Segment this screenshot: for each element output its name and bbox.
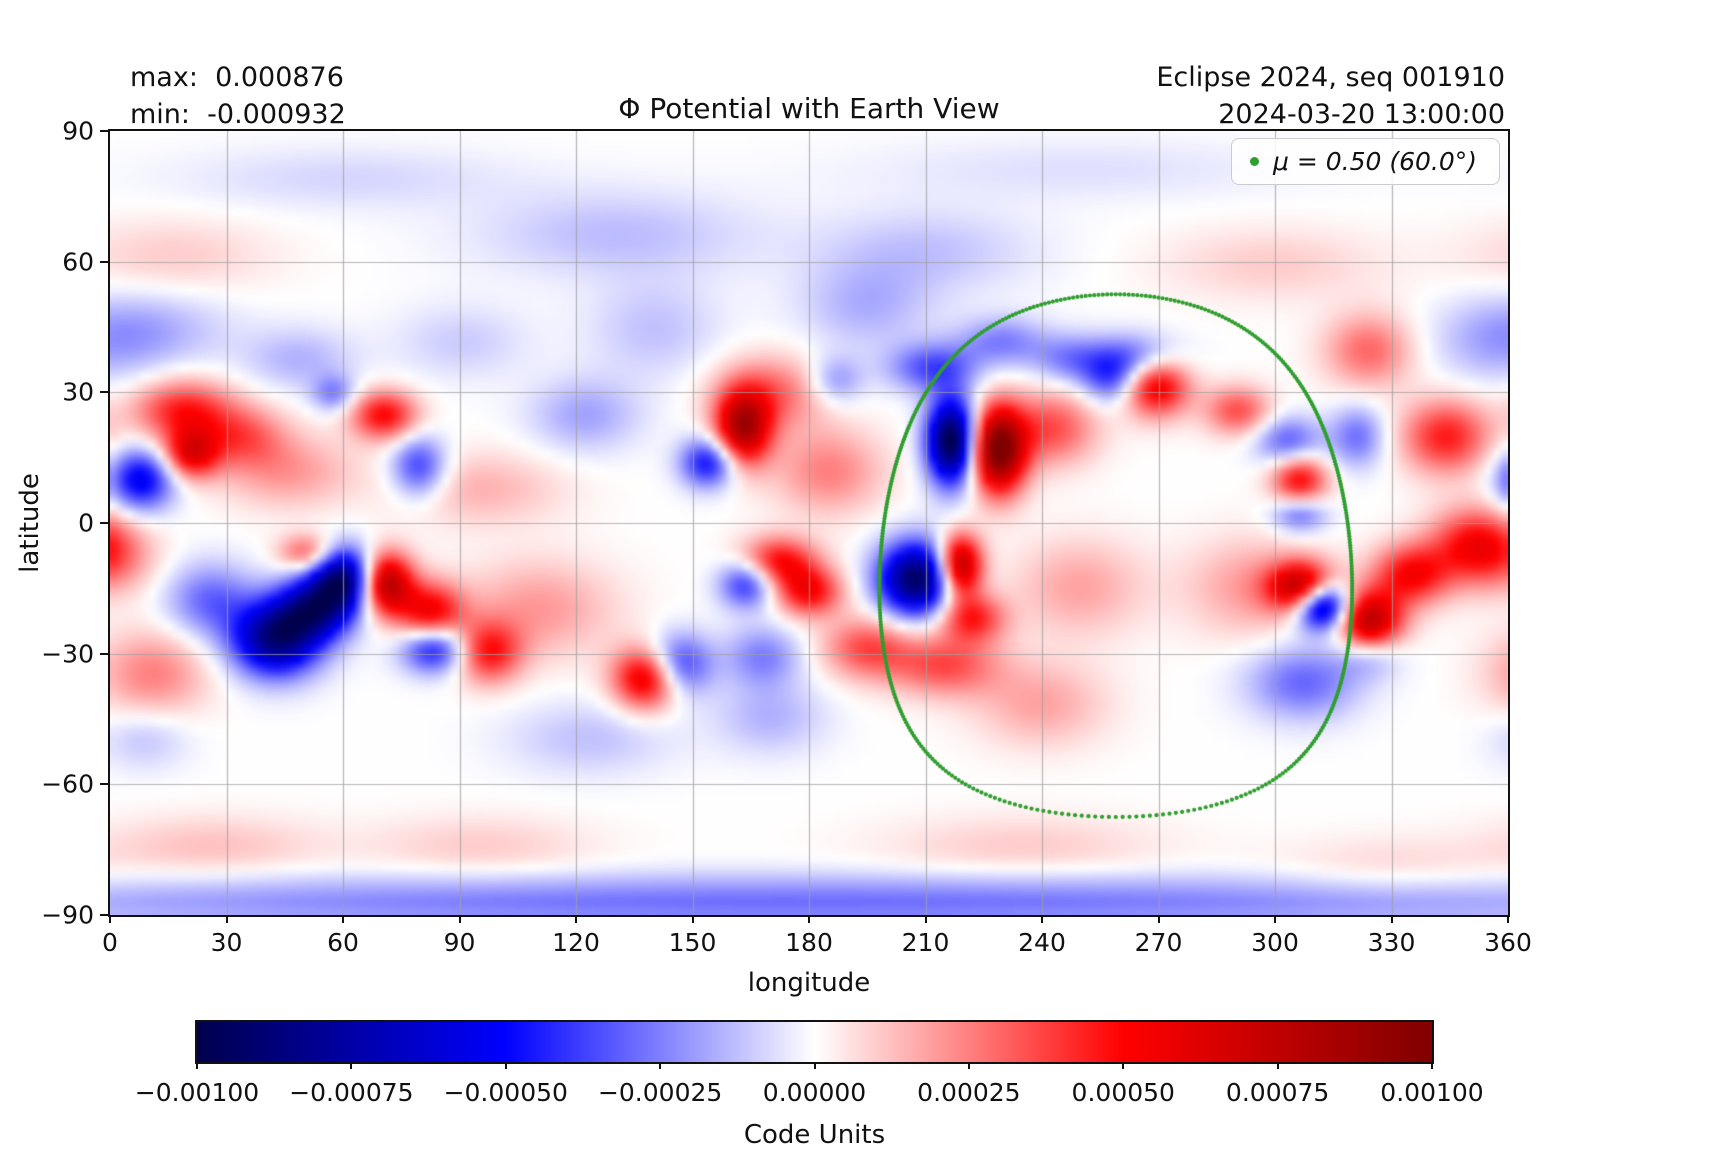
colorbar-label: Code Units <box>743 1120 886 1150</box>
x-tick-mark <box>691 915 694 923</box>
colorbar-tick-label: 0.00000 <box>762 1078 867 1107</box>
x-tick-label: 300 <box>1251 928 1299 957</box>
y-tick-mark <box>100 522 108 524</box>
x-axis-label: longitude <box>747 968 871 998</box>
y-tick-label: 90 <box>62 116 94 146</box>
y-tick-mark <box>100 914 108 916</box>
x-tick-label: 270 <box>1134 928 1183 957</box>
x-tick-label: 120 <box>552 928 600 957</box>
y-tick-label: −30 <box>41 639 94 669</box>
x-tick-label: 30 <box>210 928 243 957</box>
colorbar-tick-label: −0.00050 <box>443 1078 568 1107</box>
colorbar-tick-mark <box>196 1062 198 1069</box>
legend: μ = 0.50 (60.0°) <box>1230 138 1500 185</box>
x-tick-mark <box>1274 915 1276 923</box>
x-tick-label: 90 <box>443 928 476 957</box>
colorbar-tick-label: 0.00050 <box>1071 1078 1175 1107</box>
colorbar-tick-mark <box>1276 1062 1279 1069</box>
colorbar-tick-mark <box>1122 1062 1125 1069</box>
x-tick-label: 0 <box>102 928 118 957</box>
x-tick-mark <box>1390 915 1393 923</box>
y-tick-mark <box>100 783 108 786</box>
x-tick-mark <box>225 915 228 923</box>
eclipse-seq-label: Eclipse 2024, seq 001910 <box>1156 62 1505 93</box>
datetime-label: 2024-03-20 13:00:00 <box>1218 99 1505 130</box>
x-tick-label: 330 <box>1367 928 1416 957</box>
y-tick-label: −60 <box>41 769 94 799</box>
colorbar-tick-label: −0.00075 <box>289 1078 414 1107</box>
colorbar-tick-mark <box>967 1062 970 1069</box>
x-tick-mark <box>575 915 577 923</box>
x-tick-mark <box>109 915 111 923</box>
x-tick-label: 60 <box>327 928 359 957</box>
colorbar-tick-label: 0.00075 <box>1225 1078 1330 1107</box>
x-tick-mark <box>458 915 461 923</box>
y-tick-label: 0 <box>78 508 94 538</box>
colorbar-tick-mark <box>659 1062 662 1069</box>
colorbar-tick-mark <box>504 1062 507 1069</box>
x-tick-mark <box>924 915 927 923</box>
plot-title: Φ Potential with Earth View <box>618 92 1000 125</box>
plot-area: μ = 0.50 (60.0°) <box>108 129 1510 917</box>
y-tick-label: −90 <box>41 900 94 930</box>
y-tick-mark <box>100 652 108 655</box>
x-tick-mark <box>808 915 810 923</box>
x-tick-label: 210 <box>901 928 950 957</box>
colorbar-tick-mark <box>1431 1062 1433 1069</box>
y-tick-mark <box>100 260 108 263</box>
max-value-label: max: 0.000876 <box>130 62 344 93</box>
x-tick-label: 150 <box>668 928 717 957</box>
colorbar-tick-label: 0.00025 <box>917 1078 1021 1107</box>
x-tick-mark <box>1507 915 1509 923</box>
colorbar-tick-label: −0.00025 <box>597 1078 723 1107</box>
colorbar-tick-label: 0.00100 <box>1380 1078 1484 1107</box>
potential-heatmap <box>110 131 1508 915</box>
min-value-label: min: -0.000932 <box>130 99 346 130</box>
y-axis-label: latitude <box>15 473 45 573</box>
x-tick-label: 360 <box>1484 928 1532 957</box>
y-tick-label: 60 <box>62 247 94 277</box>
x-tick-mark <box>342 915 344 923</box>
legend-dot-icon <box>1249 157 1259 166</box>
x-tick-mark <box>1041 915 1043 923</box>
x-tick-label: 240 <box>1018 928 1066 957</box>
colorbar-tick-label: −0.00100 <box>134 1078 260 1107</box>
colorbar-tick-mark <box>350 1062 353 1069</box>
x-tick-mark <box>1157 915 1160 923</box>
y-tick-mark <box>100 391 108 394</box>
x-tick-label: 180 <box>785 928 833 957</box>
y-tick-mark <box>100 130 108 132</box>
colorbar-tick-mark <box>813 1062 816 1069</box>
colorbar <box>195 1020 1434 1064</box>
legend-label: μ = 0.50 (60.0°) <box>1272 147 1477 176</box>
y-tick-label: 30 <box>62 377 94 407</box>
